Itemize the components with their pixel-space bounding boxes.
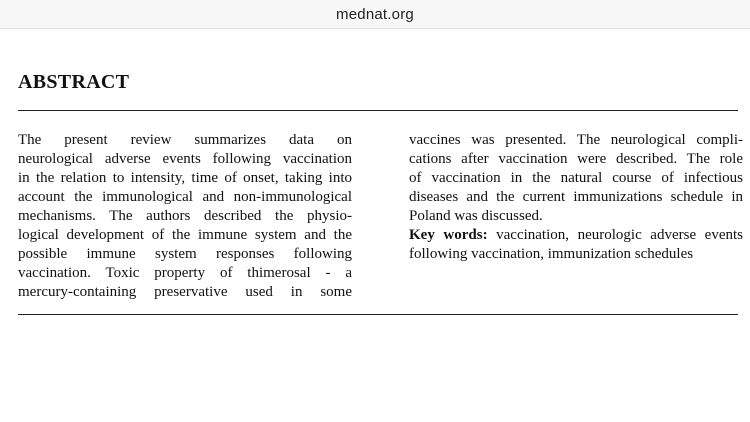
keywords-line-2: following vaccination, immunization sche…: [409, 245, 743, 264]
abstract-line: account the immunological and non-immuno…: [18, 188, 352, 207]
abstract-left-column: The present review summarizes data on ne…: [18, 131, 352, 302]
abstract-right-column: vaccines was presented. The neurological…: [409, 131, 743, 264]
abstract-line: cations after vaccination were described…: [409, 150, 743, 169]
abstract-line: of vaccination in the natural course of …: [409, 169, 743, 188]
bottom-divider: [18, 314, 738, 315]
top-divider: [18, 110, 738, 111]
abstract-line: possible immune system responses followi…: [18, 245, 352, 264]
abstract-line: diseases and the current immunizations s…: [409, 188, 743, 207]
abstract-line: logical development of the immune system…: [18, 226, 352, 245]
abstract-line: Poland was discussed.: [409, 207, 743, 226]
keywords-text: vaccination, neurologic adverse events: [488, 227, 743, 243]
abstract-line: in the relation to intensity, time of on…: [18, 169, 352, 188]
abstract-line: The present review summarizes data on: [18, 131, 352, 150]
abstract-line: vaccines was presented. The neurological…: [409, 131, 743, 150]
abstract-line: mechanisms. The authors described the ph…: [18, 207, 352, 226]
url-text: mednat.org: [336, 6, 414, 23]
keywords-line: Key words: vaccination, neurologic adver…: [409, 226, 743, 245]
browser-address-bar[interactable]: mednat.org: [0, 0, 750, 29]
abstract-line: vaccination. Toxic property of thimerosa…: [18, 264, 352, 283]
abstract-heading: ABSTRACT: [18, 71, 129, 94]
keywords-label: Key words:: [409, 227, 488, 243]
abstract-line: neurological adverse events following va…: [18, 150, 352, 169]
abstract-line: mercury-containing preservative used in …: [18, 283, 352, 302]
